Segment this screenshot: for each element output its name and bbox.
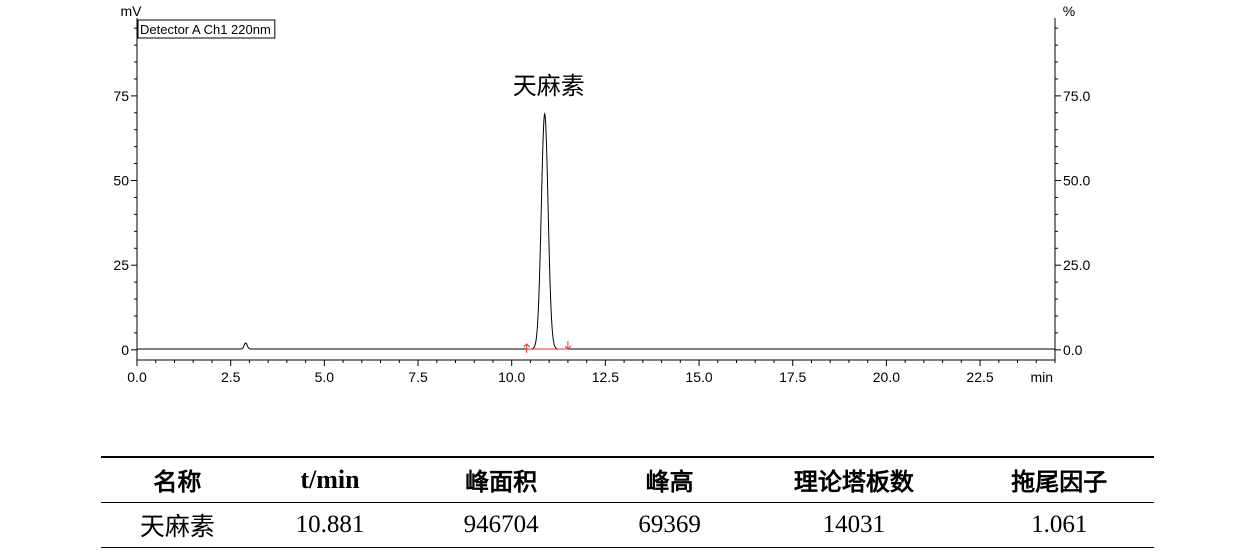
table-header-row: 名称 t/min 峰面积 峰高 理论塔板数 拖尾因子 xyxy=(101,456,1154,503)
trace-layer xyxy=(137,112,1055,353)
cell-retention-time: 10.881 xyxy=(253,502,407,548)
y-right-tick-label: 25.0 xyxy=(1063,257,1090,273)
labels: 0.0 2.5 5.0 7.5 10.0 12.5 15.0 17.5 20.0 22.5 min 0… xyxy=(113,3,1090,385)
x-tick-label: 22.5 xyxy=(966,369,993,385)
y-left-tick-label: 25 xyxy=(113,257,129,273)
header-theoretical-plates: 理论塔板数 xyxy=(743,456,965,503)
x-tick-label: 2.5 xyxy=(221,369,241,385)
results-table: 名称 t/min 峰面积 峰高 理论塔板数 拖尾因子 天麻素 10.881 94… xyxy=(101,456,1154,548)
header-peak-area: 峰面积 xyxy=(406,456,596,503)
y-right-tick-label: 50.0 xyxy=(1063,173,1090,189)
x-tick-label: 10.0 xyxy=(498,369,525,385)
chromatogram-chart: 0.0 2.5 5.0 7.5 10.0 12.5 15.0 17.5 20.0 22.5 min 0… xyxy=(113,3,1090,385)
x-tick-label: 20.0 xyxy=(873,369,900,385)
y-right-tick-label: 0.0 xyxy=(1063,342,1083,358)
ticks xyxy=(131,27,1061,366)
x-tick-label: 15.0 xyxy=(685,369,712,385)
chromatogram-trace xyxy=(137,112,1055,350)
detector-legend-label: Detector A Ch1 220nm xyxy=(140,22,271,37)
cell-tailing-factor: 1.061 xyxy=(964,502,1154,548)
table-row: 天麻素 10.881 946704 69369 14031 1.061 xyxy=(101,502,1154,548)
header-name: 名称 xyxy=(101,456,254,503)
x-tick-label: 7.5 xyxy=(408,369,428,385)
x-tick-label: 5.0 xyxy=(315,369,335,385)
y-right-unit-label: % xyxy=(1063,3,1075,19)
detector-legend-box xyxy=(137,19,276,39)
y-right-tick-label: 75.0 xyxy=(1063,88,1090,104)
cell-peak-area: 946704 xyxy=(406,502,596,548)
peak-end-marker xyxy=(564,340,572,350)
y-left-unit-label: mV xyxy=(121,3,143,19)
header-retention-time: t/min xyxy=(253,456,407,503)
axes xyxy=(136,18,1056,361)
y-left-tick-label: 75 xyxy=(113,88,129,104)
peak-label: 天麻素 xyxy=(513,72,585,100)
y-left-tick-label: 50 xyxy=(113,173,129,189)
cell-theoretical-plates: 14031 xyxy=(743,502,965,548)
peak-start-marker xyxy=(523,343,531,353)
header-peak-height: 峰高 xyxy=(595,456,744,503)
cell-name: 天麻素 xyxy=(101,502,254,548)
x-tick-label: 17.5 xyxy=(779,369,806,385)
x-tick-label: 0.0 xyxy=(127,369,147,385)
x-tick-label: 12.5 xyxy=(592,369,619,385)
cell-peak-height: 69369 xyxy=(595,502,744,548)
y-left-tick-label: 0 xyxy=(121,342,129,358)
x-unit-label: min xyxy=(1030,369,1053,385)
header-tailing-factor: 拖尾因子 xyxy=(964,456,1154,503)
